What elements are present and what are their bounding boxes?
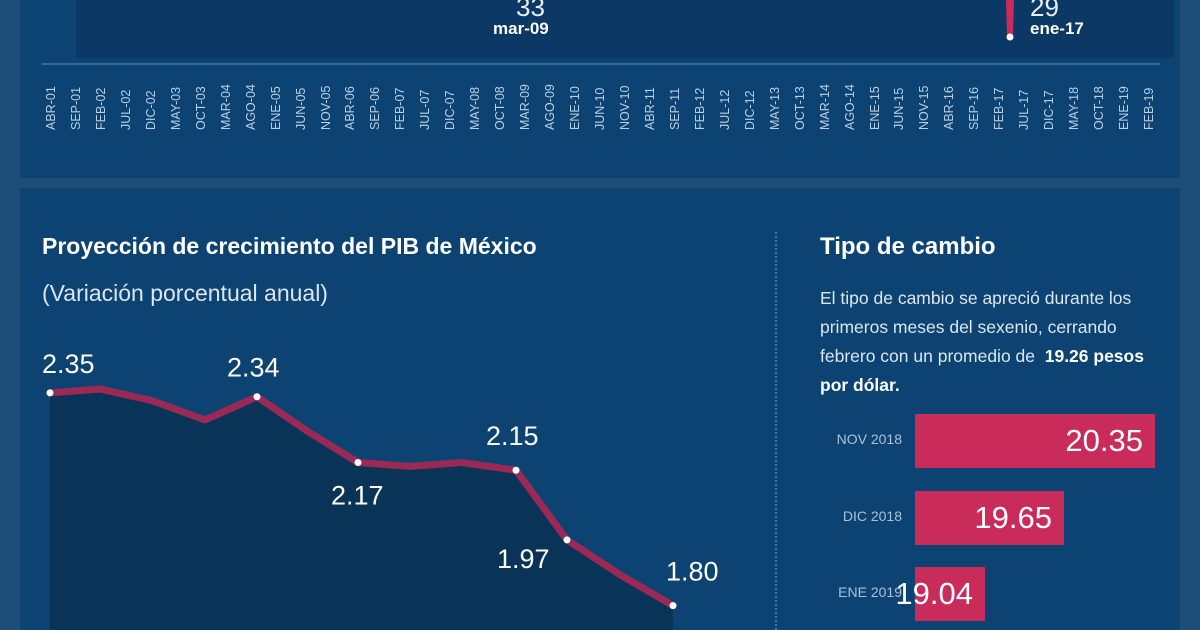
bar-category-label: DIC 2018 — [842, 508, 902, 524]
tick-label: FEB-17 — [992, 87, 1007, 130]
pib-data-label: 2.15 — [486, 421, 539, 451]
tick-label: ENE-19 — [1117, 86, 1132, 130]
bar: 19.04 — [895, 567, 985, 621]
annotation-date-ene17: ene-17 — [1030, 19, 1084, 38]
tick-label: OCT-13 — [792, 86, 807, 130]
tick-label: AGO-14 — [842, 84, 857, 130]
pib-data-label: 2.34 — [227, 353, 280, 383]
top-axis-line — [42, 63, 1160, 65]
annotation-value-ene17: 29 — [1030, 0, 1059, 22]
tick-label: MAY-18 — [1067, 86, 1082, 130]
bar: 19.65 — [915, 491, 1064, 545]
bar-value-label: 20.35 — [1065, 423, 1143, 458]
bar-category-label: NOV 2018 — [836, 431, 902, 447]
annotation-value-mar09: 33 — [516, 0, 545, 22]
tick-label: MAR-14 — [817, 84, 832, 130]
peak-line — [1006, 0, 1014, 39]
pib-line-chart: 2.35 2.34 2.17 2.15 1.97 1.80 — [42, 349, 719, 630]
pib-data-point — [253, 393, 261, 401]
tick-label: ABR-16 — [942, 86, 957, 130]
bar-category-label: ENE 2019 — [838, 584, 902, 600]
pib-data-label: 1.80 — [666, 557, 719, 587]
tick-label: FEB-19 — [1142, 87, 1156, 130]
pib-data-point — [563, 536, 571, 544]
tick-label: SEP-16 — [967, 86, 982, 130]
pib-area — [50, 389, 673, 630]
pib-data-point — [46, 389, 54, 397]
pib-data-label: 1.97 — [497, 544, 550, 574]
tipo-cambio-highlight: 19.26 pesos por dólar. — [820, 346, 1144, 395]
dotted-divider — [775, 232, 777, 630]
pib-data-label: 2.17 — [331, 481, 384, 511]
peak-point — [1006, 33, 1014, 41]
pib-data-label: 2.35 — [42, 349, 95, 379]
tipo-cambio-body: El tipo de cambio se apreció durante los… — [820, 288, 1132, 366]
pib-data-point — [512, 466, 520, 474]
tick-label: OCT-18 — [1092, 86, 1107, 130]
pib-data-point — [354, 459, 362, 467]
pib-title: Proyección de crecimiento del PIB de Méx… — [42, 233, 537, 259]
top-chart-area — [76, 0, 1174, 58]
peak-marker — [1006, 0, 1014, 41]
pib-data-point — [669, 602, 677, 610]
pib-subtitle: (Variación porcentual anual) — [42, 280, 328, 306]
tick-label: ENE-15 — [867, 86, 882, 130]
tick-label: JUN-15 — [892, 87, 907, 130]
bar-value-label: 19.04 — [895, 576, 973, 611]
tipo-cambio-title: Tipo de cambio — [820, 233, 996, 260]
annotation-date-mar09: mar-09 — [493, 19, 549, 38]
tick-label: NOV-15 — [917, 85, 932, 130]
tick-label: JUL-17 — [1017, 89, 1032, 130]
bar-value-label: 19.65 — [974, 500, 1052, 535]
tipo-cambio-text: El tipo de cambio se apreció durante los… — [820, 284, 1160, 400]
bar: 20.35 — [915, 414, 1155, 468]
top-chart-panel — [20, 0, 1180, 178]
tick-label: DIC-17 — [1042, 90, 1057, 130]
